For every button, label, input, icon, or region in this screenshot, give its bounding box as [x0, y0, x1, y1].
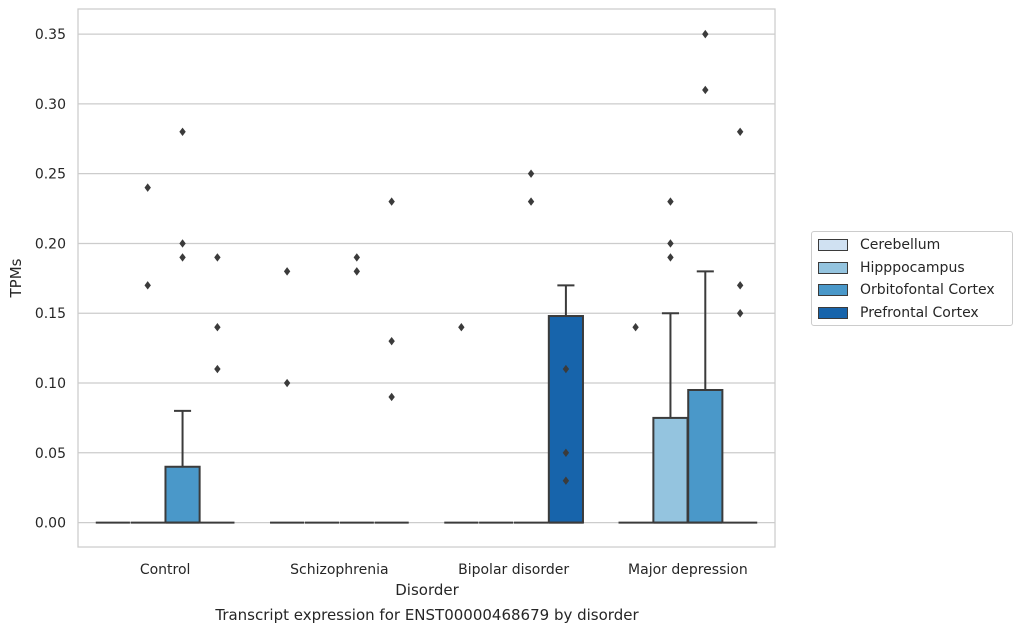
box-0-1: [270, 267, 305, 524]
outlier-point: [562, 476, 570, 485]
box-2-0: [164, 127, 201, 524]
box-2-3: [687, 29, 724, 524]
outlier-point: [562, 364, 570, 374]
legend-label: Hipppocampus: [860, 260, 965, 276]
plot-boxes: [95, 29, 758, 524]
legend-swatch: [818, 262, 848, 274]
outlier-point: [527, 197, 535, 206]
outlier-point: [179, 127, 186, 137]
outlier-point: [702, 29, 709, 39]
gridlines: [78, 33, 775, 524]
outlier-point: [144, 281, 151, 290]
x-tick-label: Schizophrenia: [290, 562, 388, 578]
legend-item-prefrontal-cortex: Prefrontal Cortex: [818, 305, 979, 321]
y-tick-label: 0.25: [35, 167, 66, 183]
box-body: [652, 416, 689, 524]
box-1-3: [652, 197, 689, 524]
legend-item-orbitofrontal-cortex: Orbitofontal Cortex: [818, 282, 995, 298]
outlier-point: [736, 309, 744, 318]
y-tick-label: 0.00: [35, 516, 66, 532]
box-body: [164, 465, 201, 524]
outlier-point: [388, 197, 395, 206]
legend-swatch: [818, 284, 848, 296]
outlier-point: [667, 239, 674, 248]
outlier-point: [283, 267, 291, 276]
legend-label: Prefrontal Cortex: [860, 305, 979, 321]
y-tick-label: 0.35: [35, 27, 66, 43]
outlier-point: [736, 281, 744, 290]
y-tick-labels: 0.00 0.05 0.10 0.15 0.20 0.25 0.30 0.35: [35, 27, 66, 531]
outlier-point: [214, 364, 221, 374]
box-body: [547, 315, 584, 524]
legend-item-cerebellum: Cerebellum: [818, 237, 940, 253]
box-0-3: [618, 322, 653, 524]
box-2-1: [339, 253, 374, 524]
box-3-2: [547, 284, 584, 524]
box-0-2: [444, 322, 479, 524]
outlier-point: [144, 183, 151, 192]
chart-caption: Transcript expression for ENST0000046867…: [215, 606, 639, 624]
outlier-point: [179, 239, 186, 248]
legend-label: Orbitofontal Cortex: [860, 282, 995, 298]
legend-label: Cerebellum: [860, 237, 941, 253]
outlier-point: [283, 378, 291, 388]
outlier-point: [179, 253, 186, 262]
outlier-point: [353, 253, 360, 262]
box-body: [687, 388, 724, 524]
legend-swatch: [818, 307, 848, 319]
outlier-point: [388, 392, 395, 402]
outlier-point: [388, 336, 395, 346]
y-axis-label: TPMs: [7, 258, 25, 298]
y-tick-label: 0.20: [35, 236, 66, 252]
legend-swatch: [818, 239, 848, 251]
outlier-point: [632, 322, 639, 332]
outlier-point: [736, 127, 744, 137]
box-2-2: [513, 169, 549, 524]
y-tick-label: 0.30: [35, 97, 66, 113]
y-tick-label: 0.15: [35, 306, 66, 322]
plot-frame: [77, 8, 776, 548]
box-1-0: [130, 183, 165, 524]
legend: Cerebellum Hipppocampus Orbitofontal Cor…: [811, 231, 1013, 326]
outlier-point: [702, 85, 709, 95]
legend-item-hippocampus: Hipppocampus: [818, 260, 965, 276]
outlier-point: [353, 267, 360, 276]
outlier-point: [214, 322, 221, 332]
box-3-3: [723, 127, 758, 524]
x-tick-labels: Control Schizophrenia Bipolar disorder Majo…: [140, 562, 748, 578]
outlier-point: [667, 197, 674, 206]
box-3-1: [374, 197, 409, 524]
outlier-point: [458, 322, 465, 332]
outlier-point: [667, 253, 674, 262]
x-tick-label: Major depression: [628, 562, 748, 578]
x-axis-label: Disorder: [395, 581, 459, 599]
y-tick-label: 0.05: [35, 446, 66, 462]
box-3-0: [200, 253, 235, 524]
outlier-point: [214, 253, 221, 262]
y-tick-label: 0.10: [35, 376, 66, 392]
outlier-point: [527, 169, 535, 178]
x-tick-label: Bipolar disorder: [458, 562, 569, 578]
x-tick-label: Control: [140, 562, 191, 578]
outlier-point: [562, 448, 570, 457]
